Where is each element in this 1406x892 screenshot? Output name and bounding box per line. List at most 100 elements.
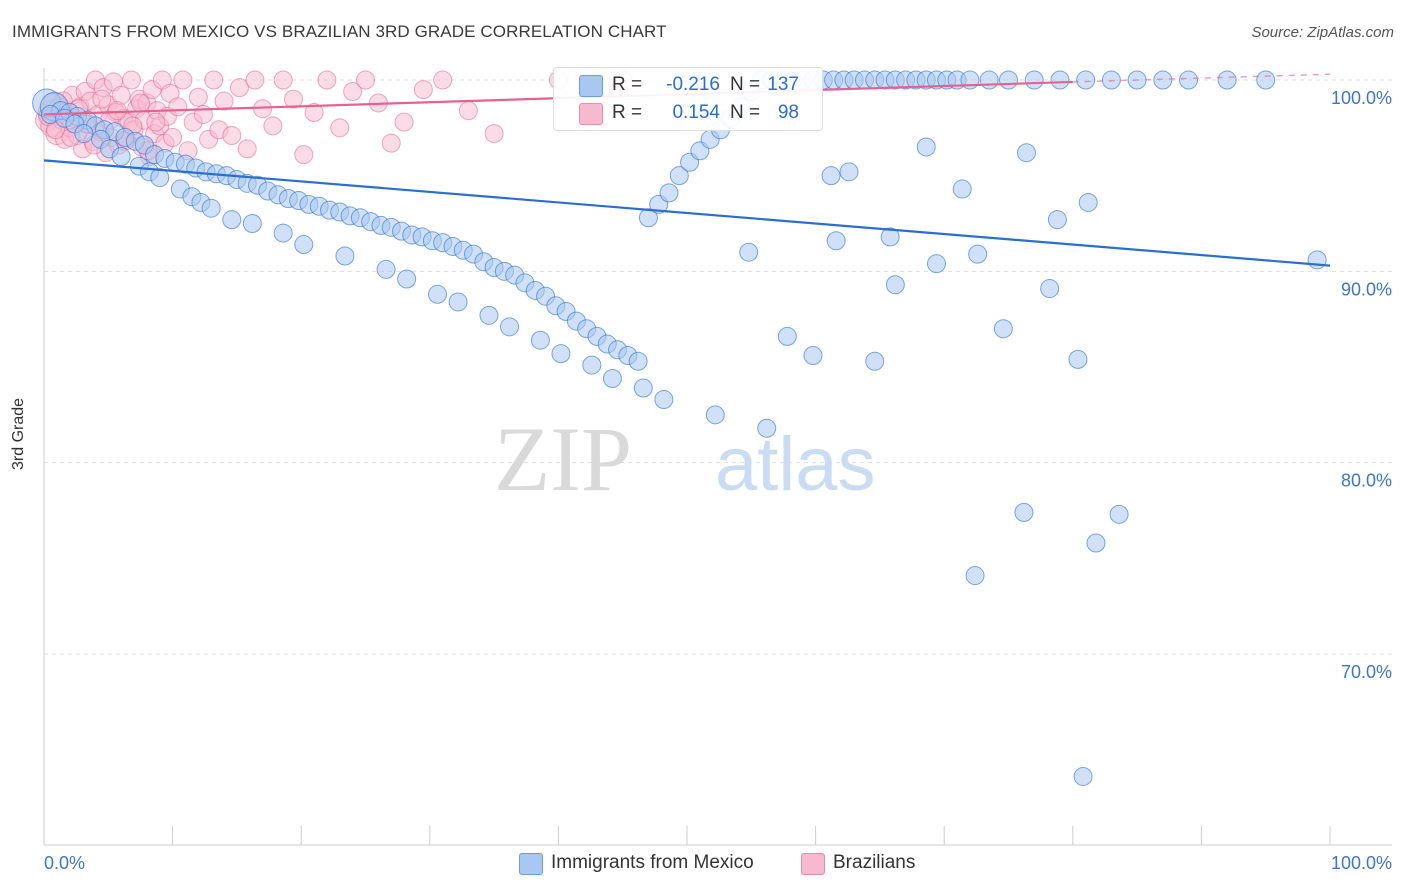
legend-n-value: 137 — [767, 74, 799, 95]
brazilians-point — [356, 70, 375, 90]
brazilians-point — [237, 139, 257, 159]
brazilians-point — [245, 70, 265, 90]
mexico-point — [1101, 70, 1121, 90]
mexico-point — [397, 269, 417, 289]
legend-n-label: N = — [730, 74, 761, 95]
brazilians-point — [283, 89, 303, 109]
mexico-point — [1024, 70, 1044, 90]
mexico-point — [880, 227, 900, 247]
legend-swatch-blue — [579, 75, 603, 97]
brazilians-point — [204, 70, 224, 90]
brazilians-point — [330, 118, 350, 138]
mexico-point — [294, 235, 314, 255]
mexico-point — [659, 183, 679, 203]
mexico-point — [952, 179, 972, 199]
mexico-point — [979, 70, 999, 90]
mexico-point — [1050, 70, 1070, 90]
brazilians-point — [121, 70, 141, 90]
mexico-point — [1017, 143, 1037, 163]
mexico-point — [1014, 502, 1034, 522]
brazilians-point — [188, 87, 208, 107]
mexico-point — [757, 418, 777, 438]
brazilians-point — [146, 112, 166, 132]
brazilians-point — [394, 112, 414, 132]
brazilians-point — [168, 97, 188, 117]
chart-title: IMMIGRANTS FROM MEXICO VS BRAZILIAN 3RD … — [12, 22, 667, 41]
mexico-point — [1217, 70, 1237, 90]
mexico-point — [428, 284, 448, 304]
mexico-point — [551, 344, 571, 364]
mexico-point — [376, 259, 396, 279]
mexico-point — [602, 368, 622, 388]
brazilians-point — [222, 125, 242, 145]
legend-label-mexico: Immigrants from Mexico — [551, 852, 754, 873]
mexico-point — [999, 70, 1018, 90]
brazilians-point — [263, 116, 283, 136]
mexico-point — [916, 137, 936, 157]
mexico-point — [74, 124, 94, 144]
brazilians-point — [173, 70, 193, 90]
mexico-point — [628, 351, 648, 371]
y-tick-label-70: 70.0% — [1341, 662, 1392, 682]
mexico-point — [1078, 192, 1098, 212]
mexico-point — [479, 305, 499, 325]
mexico-point — [1086, 533, 1106, 553]
brazilians-point — [484, 124, 504, 144]
legend-row-mexico: R = -0.216 N = 137 — [554, 72, 822, 100]
mexico-points — [32, 70, 1327, 786]
mexico-point — [993, 319, 1013, 339]
brazilians-point — [458, 101, 478, 121]
brazilians-point — [92, 89, 112, 109]
mexico-point — [965, 566, 985, 586]
mexico-point — [1109, 504, 1129, 524]
brazilians-point — [214, 91, 234, 111]
legend-swatch-blue — [519, 853, 543, 875]
mexico-point — [448, 292, 468, 312]
legend-swatch-pink — [579, 103, 603, 125]
brazilians-point — [381, 133, 401, 153]
mexico-point — [926, 254, 946, 274]
mexico-point — [968, 244, 988, 264]
mexico-point — [777, 326, 797, 346]
mexico-point — [111, 147, 131, 167]
mexico-point — [1068, 349, 1088, 369]
mexico-point — [739, 242, 759, 262]
watermark-zip: ZIP — [494, 408, 632, 510]
legend-r-value: -0.216 — [666, 74, 720, 95]
mexico-point — [1076, 70, 1096, 90]
brazilians-point — [229, 78, 249, 98]
mexico-point — [705, 405, 725, 425]
grid-lines — [44, 79, 1392, 655]
mexico-point — [500, 317, 520, 337]
legend-label-brazilians: Brazilians — [833, 852, 916, 873]
brazilians-point — [107, 101, 127, 121]
mexico-point — [654, 390, 674, 410]
mexico-point — [1179, 70, 1199, 90]
mexico-point — [201, 198, 221, 218]
mexico-point — [821, 166, 841, 186]
stats-legend: R = -0.216 N = 137 R = 0.154 N = 98 — [553, 67, 823, 131]
brazilians-point — [343, 81, 363, 101]
brazilians-point — [304, 103, 324, 123]
legend-swatch-pink — [801, 853, 825, 875]
mexico-point — [865, 351, 885, 371]
x-tick-label-max: 100.0% — [1331, 853, 1392, 873]
brazilians-point — [294, 145, 314, 165]
watermark-atlas: atlas — [715, 422, 876, 507]
series-legend: Immigrants from Mexico Brazilians — [0, 852, 1406, 878]
legend-r-value: 0.154 — [672, 102, 720, 123]
brazilians-point — [273, 70, 293, 90]
mexico-point — [669, 166, 689, 186]
legend-n-label: N = — [730, 102, 761, 123]
legend-r-label: R = — [612, 74, 643, 95]
mexico-point — [1047, 210, 1067, 230]
mexico-trend-line — [43, 159, 1331, 267]
axes — [43, 68, 1392, 846]
brazilians-point — [163, 127, 183, 147]
legend-row-brazilians: R = 0.154 N = 98 — [554, 100, 822, 128]
mexico-point — [273, 223, 293, 243]
source-label: Source: ZipAtlas.com — [1251, 24, 1394, 41]
y-tick-label-90: 90.0% — [1341, 279, 1392, 299]
tick-labels: 70.0% 80.0% 90.0% 100.0% 0.0% 100.0% — [44, 88, 1392, 873]
